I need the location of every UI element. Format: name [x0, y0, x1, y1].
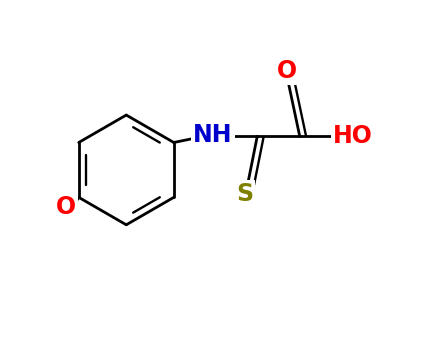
Text: HO: HO [333, 124, 373, 148]
Text: O: O [56, 195, 76, 219]
Text: NH: NH [193, 122, 233, 147]
Text: O: O [277, 59, 297, 83]
Text: S: S [236, 182, 253, 206]
